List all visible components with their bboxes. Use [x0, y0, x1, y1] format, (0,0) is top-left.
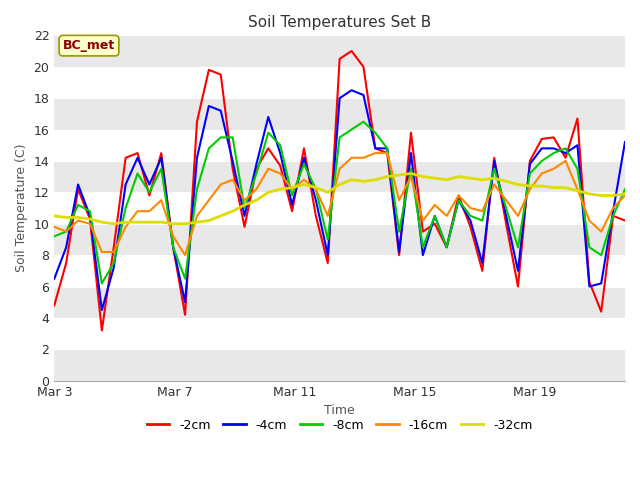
Y-axis label: Soil Temperature (C): Soil Temperature (C)	[15, 144, 28, 272]
X-axis label: Time: Time	[324, 404, 355, 417]
Bar	[54, 161, 625, 192]
Legend: -2cm, -4cm, -8cm, -16cm, -32cm: -2cm, -4cm, -8cm, -16cm, -32cm	[141, 414, 538, 437]
Title: Soil Temperatures Set B: Soil Temperatures Set B	[248, 15, 431, 30]
Bar	[54, 287, 625, 318]
Text: BC_met: BC_met	[63, 39, 115, 52]
Bar	[54, 36, 625, 67]
Bar	[54, 349, 625, 381]
Bar	[54, 98, 625, 130]
Bar	[54, 224, 625, 255]
